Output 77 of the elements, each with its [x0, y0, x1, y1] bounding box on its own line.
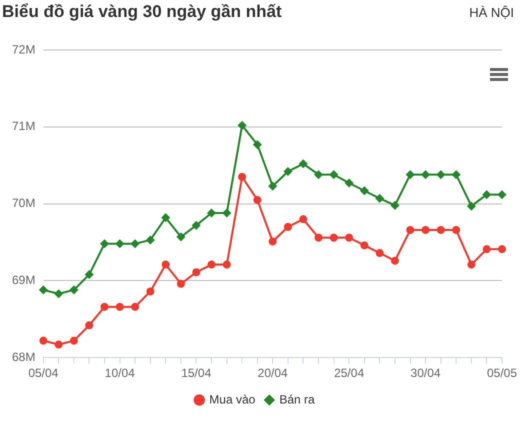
point [436, 170, 446, 180]
legend-label: Bán ra [279, 392, 316, 406]
chart-title: Biểu đồ giá vàng 30 ngày gần nhất [2, 2, 282, 22]
point [238, 172, 246, 181]
point [390, 256, 399, 265]
point [376, 249, 384, 258]
point [146, 287, 154, 296]
point [238, 120, 247, 130]
point [222, 260, 231, 269]
x-tick-label: 05/04 [28, 366, 59, 380]
point [314, 234, 323, 242]
point [344, 178, 354, 188]
point [466, 202, 476, 211]
x-tick-label: 25/04 [334, 366, 364, 380]
point [146, 235, 155, 244]
point [253, 196, 262, 204]
point [69, 285, 78, 294]
point [100, 302, 108, 311]
point [131, 302, 140, 311]
point [406, 170, 415, 180]
point [284, 222, 292, 231]
point [162, 260, 170, 269]
point [39, 336, 48, 345]
point [268, 237, 277, 246]
point [406, 226, 414, 234]
point [130, 239, 140, 248]
point [390, 200, 400, 210]
point [482, 190, 492, 200]
point [252, 140, 262, 150]
point [375, 194, 384, 203]
point [54, 289, 64, 298]
point [498, 245, 506, 254]
point [222, 208, 232, 218]
point [208, 260, 216, 269]
point [115, 239, 124, 248]
point [497, 190, 506, 200]
point [329, 170, 338, 180]
x-tick-label: 10/04 [104, 366, 136, 380]
y-tick-label: 68M [12, 350, 36, 364]
point [268, 182, 278, 191]
point [85, 321, 94, 330]
point [116, 302, 124, 311]
point [452, 170, 461, 180]
x-tick-label: 30/04 [410, 366, 441, 380]
point [84, 270, 94, 280]
point [299, 215, 308, 224]
point [482, 245, 491, 254]
y-tick-label: 71M [12, 119, 36, 134]
point [70, 336, 78, 345]
x-tick-label: 15/04 [181, 366, 212, 380]
point [283, 167, 292, 176]
x-tick-label: 05/05 [486, 366, 518, 380]
point [330, 234, 338, 242]
point [38, 285, 48, 294]
point [192, 268, 200, 276]
point [452, 226, 460, 234]
point [360, 241, 368, 250]
point [176, 280, 185, 288]
point [176, 232, 186, 242]
point [161, 213, 170, 222]
point [314, 170, 324, 180]
point [298, 159, 308, 168]
y-tick-label: 69M [12, 273, 36, 288]
point [345, 234, 354, 242]
point [100, 239, 109, 248]
point [422, 226, 430, 234]
point [192, 220, 201, 230]
point [436, 226, 445, 234]
chart-subtitle: HÀ NỘI [469, 5, 514, 20]
y-tick-label: 70M [12, 196, 36, 210]
point [467, 260, 476, 269]
x-tick-label: 20/04 [258, 366, 288, 380]
point [421, 170, 430, 180]
y-tick-label: 72M [12, 42, 36, 56]
point [54, 340, 63, 349]
legend-label: Mua vào [209, 392, 256, 406]
point [360, 186, 369, 196]
